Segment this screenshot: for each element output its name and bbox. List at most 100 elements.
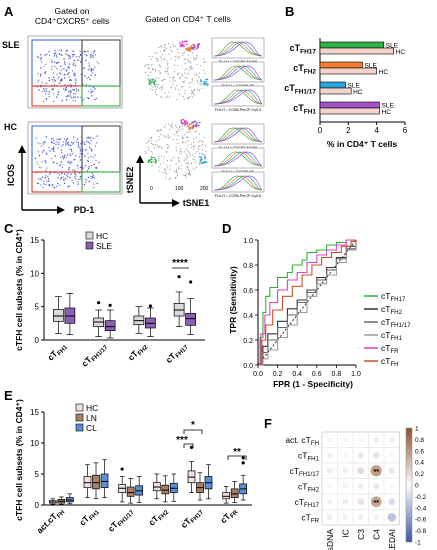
flow-event-dot — [45, 63, 47, 65]
tsne-cell-dot — [177, 89, 180, 91]
tsne-cell-dot — [159, 163, 161, 165]
flow-event-dot — [46, 53, 48, 55]
tsne-cell-dot — [205, 158, 207, 160]
tsne-cell-dot — [169, 81, 171, 83]
tsne-cell-dot — [168, 178, 170, 180]
tsne-cluster-dot — [204, 156, 207, 159]
tsne-cell-dot — [185, 176, 188, 178]
tsne-cell-dot — [178, 157, 180, 159]
flow-event-dot — [89, 56, 92, 58]
flow-event-dot — [52, 87, 55, 90]
panel-a-title-left-2: CD4⁺CXCR5⁺ cells — [35, 16, 109, 26]
tsne-cell-dot — [175, 150, 177, 152]
tsne-cluster-dot — [198, 121, 201, 124]
flow-event-dot — [55, 54, 58, 57]
flow-event-dot — [68, 72, 70, 74]
panel-b-bar-sle — [319, 81, 346, 89]
roc-y-tick-label: 0.2 — [243, 338, 253, 345]
flow-event-dot — [55, 62, 58, 65]
tsne-cell-dot — [183, 72, 185, 74]
tsne-cell-dot — [153, 147, 155, 149]
flow-event-dot — [75, 79, 77, 82]
flow-event-dot — [64, 89, 66, 92]
tsne-cell-dot — [174, 133, 176, 135]
flow-event-dot — [74, 64, 77, 67]
flow-event-dot — [94, 98, 96, 101]
tsne-cell-dot — [192, 158, 194, 160]
tsne-cell-dot — [151, 137, 153, 139]
tsne-cell-dot — [176, 139, 178, 141]
tsne-cell-dot — [152, 86, 154, 88]
tsne-cell-dot — [200, 83, 202, 85]
histogram-curve — [213, 89, 263, 105]
flow-event-dot — [84, 143, 86, 146]
panel-a-letter: A — [4, 4, 14, 19]
flow-event-dot — [41, 176, 44, 178]
flow-plot-sle — [27, 35, 123, 109]
flow-event-dot — [64, 63, 66, 66]
tsne-cell-dot — [189, 86, 191, 88]
flow-event-dot — [77, 144, 80, 146]
legend-label-hc: HC — [86, 403, 98, 413]
tsne-cluster-dot — [181, 40, 184, 43]
flow-event-dot — [45, 87, 48, 90]
tsne-cell-dot — [174, 45, 176, 47]
flow-event-dot — [41, 81, 43, 84]
flow-event-dot — [56, 73, 58, 76]
legend-label-hc: HC — [96, 231, 108, 241]
colorbar-tick-label: 0 — [415, 483, 419, 490]
tsne-cell-dot — [186, 77, 188, 79]
tsne-cell-dot — [166, 136, 168, 138]
flow-event-dot — [75, 175, 77, 177]
flow-event-dot — [92, 186, 95, 189]
flow-event-dot — [60, 73, 62, 75]
heatmap-cell — [373, 452, 380, 459]
tsne-cell-dot — [185, 136, 187, 138]
heatmap-row-label: cTFH1/17 — [290, 466, 320, 478]
tsne-cell-dot — [157, 146, 159, 148]
tsne-cell-dot — [176, 132, 178, 134]
tsne-cell-dot — [175, 124, 177, 126]
flow-event-dot — [42, 143, 44, 145]
tsne-cell-dot — [151, 55, 153, 58]
box-outlier — [189, 445, 194, 449]
histogram-curve — [213, 41, 263, 57]
flow-event-dot — [66, 137, 69, 140]
flow-event-dot — [72, 50, 74, 53]
flow-event-dot — [83, 98, 86, 100]
flow-event-dot — [82, 149, 84, 151]
tsne-cell-dot — [166, 60, 168, 62]
flow-event-dot — [62, 144, 64, 146]
roc-x-tick-label: 0.4 — [292, 371, 302, 378]
flow-event-dot — [39, 177, 41, 180]
flow-event-dot — [40, 67, 42, 69]
heatmap-cell — [357, 452, 364, 459]
flow-event-dot — [63, 61, 66, 63]
flow-event-dot — [89, 68, 91, 70]
tsne-cluster-dot — [186, 125, 189, 128]
tsne-cell-dot — [159, 64, 161, 66]
tsne-cell-dot — [160, 56, 162, 58]
tsne-cell-dot — [190, 68, 192, 70]
flow-event-dot — [58, 72, 61, 74]
tsne-cell-dot — [160, 44, 163, 47]
flow-event-dot — [38, 166, 41, 168]
flow-event-dot — [48, 50, 50, 53]
flow-event-dot — [60, 178, 62, 180]
tsne-cell-dot — [166, 143, 169, 146]
tsne-cell-dot — [158, 155, 160, 157]
colorbar-tick-label: -0.2 — [415, 494, 427, 501]
flow-event-dot — [67, 95, 69, 97]
flow-event-dot — [68, 167, 70, 169]
flow-event-dot — [53, 52, 56, 55]
flow-event-dot — [88, 141, 90, 143]
tsne-cell-dot — [189, 153, 191, 155]
flow-event-dot — [38, 89, 40, 91]
box-category-label: act.cTFH — [35, 505, 67, 537]
flow-event-dot — [96, 61, 99, 63]
tsne-cell-dot — [185, 49, 187, 51]
tsne-cell-dot — [147, 78, 149, 81]
flow-event-dot — [86, 170, 89, 172]
flow-event-dot — [57, 61, 59, 64]
flow-event-dot — [56, 141, 58, 143]
